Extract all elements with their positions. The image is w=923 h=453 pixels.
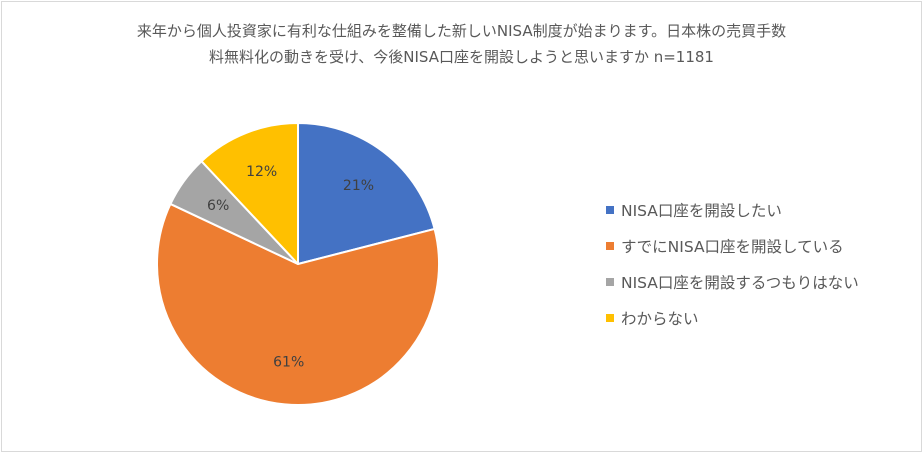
pie-data-label: 21% bbox=[343, 178, 374, 194]
legend-item-no-intention: NISA口座を開設するつもりはない bbox=[606, 272, 906, 292]
chart-legend: NISA口座を開設したい すでにNISA口座を開設している NISA口座を開設す… bbox=[606, 200, 906, 344]
chart-title: 来年から個人投資家に有利な仕組みを整備した新しいNISA制度が始まります。日本株… bbox=[0, 18, 923, 70]
legend-label: NISA口座を開設したい bbox=[621, 202, 782, 220]
chart-title-line-2: 料無料化の動きを受け、今後NISA口座を開設しようと思いますか n=1181 bbox=[209, 48, 714, 66]
legend-item-unknown: わからない bbox=[606, 308, 906, 328]
pie-slice bbox=[156, 202, 440, 406]
legend-swatch bbox=[606, 206, 614, 214]
pie-slice bbox=[200, 122, 299, 265]
pie-data-label: 6% bbox=[207, 198, 229, 214]
legend-swatch bbox=[606, 314, 614, 322]
pie-slice bbox=[297, 122, 436, 265]
pie-data-label: 61% bbox=[273, 354, 304, 370]
chart-title-line-1: 来年から個人投資家に有利な仕組みを整備した新しいNISA制度が始まります。日本株… bbox=[136, 22, 787, 40]
legend-item-open-account: NISA口座を開設したい bbox=[606, 200, 906, 220]
legend-label: すでにNISA口座を開設している bbox=[621, 238, 844, 256]
legend-label: わからない bbox=[621, 310, 699, 328]
pie-data-label: 12% bbox=[246, 164, 277, 180]
legend-swatch bbox=[606, 242, 614, 250]
legend-item-already-opened: すでにNISA口座を開設している bbox=[606, 236, 906, 256]
legend-label: NISA口座を開設するつもりはない bbox=[621, 274, 859, 292]
legend-swatch bbox=[606, 278, 614, 286]
